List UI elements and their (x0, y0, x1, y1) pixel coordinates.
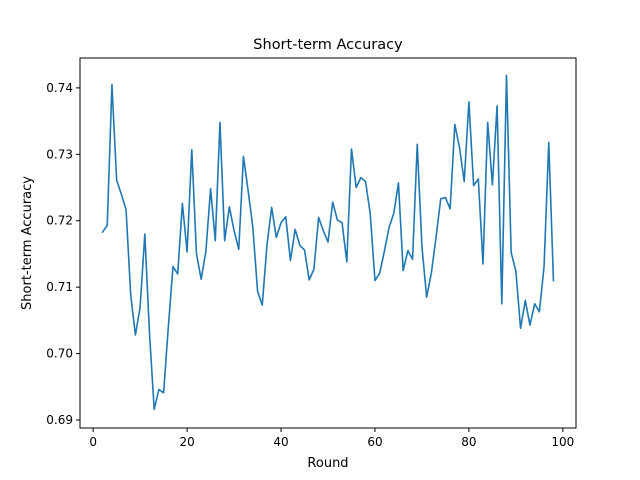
series-line (101, 74, 555, 411)
plot-area (101, 74, 555, 411)
x-axis-label: Round (307, 456, 348, 471)
x-tick-label: 80 (461, 435, 476, 449)
y-tick-label: 0.72 (46, 214, 73, 228)
plot-frame (79, 57, 577, 429)
x-tick-label: 100 (551, 435, 574, 449)
chart-title: Short-term Accuracy (253, 37, 403, 53)
y-tick-label: 0.74 (46, 81, 73, 95)
y-tick-label: 0.69 (46, 413, 73, 427)
y-tick-label: 0.70 (46, 347, 73, 361)
x-axis: 0 20 40 60 80 100 (89, 428, 574, 449)
y-tick-label: 0.71 (46, 280, 73, 294)
x-tick-label: 0 (89, 435, 97, 449)
y-tick-label: 0.73 (46, 147, 73, 161)
x-tick-label: 60 (367, 435, 382, 449)
x-tick-label: 20 (179, 435, 194, 449)
y-axis: 0.69 0.70 0.71 0.72 0.73 0.74 (46, 81, 80, 427)
x-tick-label: 40 (273, 435, 288, 449)
y-axis-label: Short-term Accuracy (20, 176, 35, 310)
